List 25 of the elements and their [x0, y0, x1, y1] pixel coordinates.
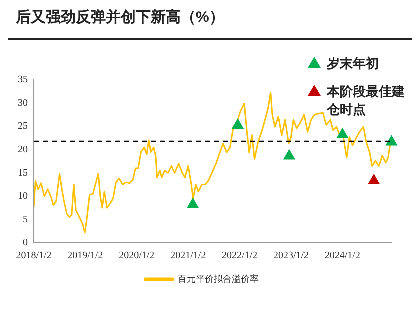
point	[283, 149, 296, 160]
y-tick-label: 5	[23, 214, 28, 226]
y-tick-label: 30	[18, 98, 28, 109]
x-tick-label: 2023/1/2	[273, 250, 310, 262]
point	[232, 118, 244, 130]
y-tick-label: 0	[23, 238, 28, 249]
y-tick-label: 20	[18, 144, 28, 156]
y-tick-label: 10	[18, 191, 28, 202]
legend-label: 百元平价拟合溢价率	[178, 274, 259, 284]
legend-label: 本阶段最佳建仓时点	[327, 83, 406, 119]
y-tick-label: 25	[18, 121, 28, 132]
y-tick-label: 35	[18, 74, 28, 86]
point	[386, 135, 398, 146]
point	[368, 174, 380, 184]
chart-title: 后又强劲反弹并创下新高（%）	[16, 8, 224, 27]
x-tick-label: 2024/1/2	[324, 250, 360, 262]
x-tick-label: 2018/1/2	[16, 250, 52, 262]
point	[187, 198, 200, 208]
x-tick-label: 2021/1/2	[170, 250, 206, 262]
x-tick-label: 2022/1/2	[222, 250, 258, 262]
legend-label: 岁末年初	[327, 55, 380, 73]
y-tick-label: 15	[18, 168, 28, 179]
point	[336, 128, 349, 138]
x-tick-label: 2019/1/2	[68, 250, 104, 262]
x-tick-label: 2020/1/2	[119, 250, 155, 262]
